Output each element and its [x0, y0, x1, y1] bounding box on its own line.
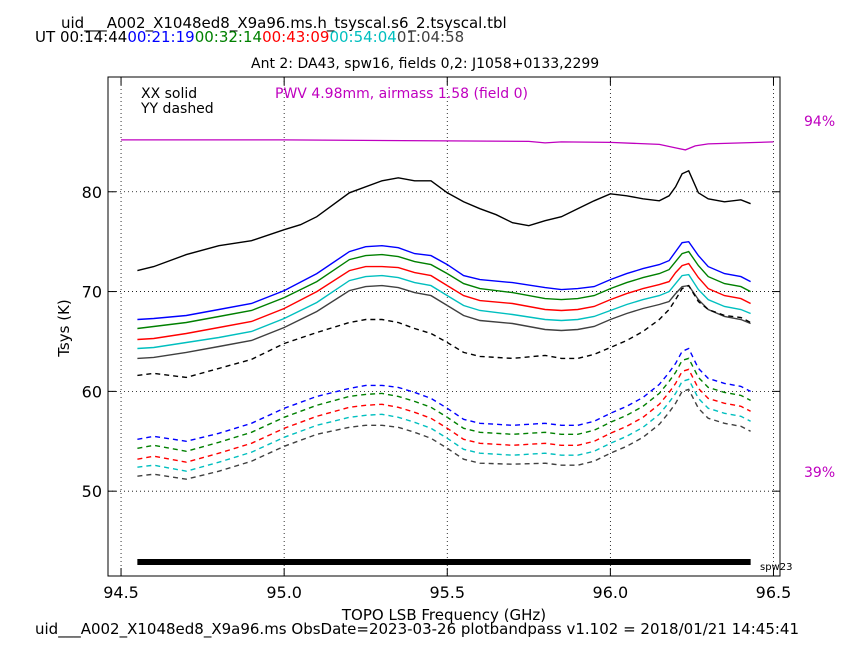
ut-times-row: UT 00:14:4400:21:1900:32:1400:43:0900:54…	[35, 30, 464, 45]
y-tick-label: 50	[82, 482, 102, 501]
series-line-yy-3	[137, 368, 751, 463]
series-line-xx-2	[137, 250, 751, 330]
transmission-curve	[121, 139, 774, 151]
legend-xx-solid: XX solid	[141, 86, 197, 102]
series-line-xx-3	[137, 262, 751, 341]
x-tick-label: 94.5	[103, 583, 139, 602]
file-title: uid___A002_X1048ed8_X9a96.ms.h_tsyscal.s…	[61, 14, 507, 32]
series-layer	[137, 169, 751, 480]
x-tick-label: 95.0	[266, 583, 302, 602]
x-tick-label: 96.0	[593, 583, 629, 602]
series-line-xx-4	[137, 273, 751, 350]
x-tick-label: 95.5	[429, 583, 465, 602]
spw-bar-label: spw23	[760, 562, 792, 573]
transmission-top-label: 94%	[804, 114, 835, 130]
chart-subtitle: Ant 2: DA43, spw16, fields 0,2: J1058+01…	[251, 56, 600, 72]
series-line-xx-0	[137, 169, 751, 272]
series-line-xx-5	[137, 284, 751, 360]
grid-layer	[108, 77, 780, 576]
ut-time-1: 00:21:19	[127, 28, 195, 46]
ut-time-4: 00:54:04	[329, 28, 397, 46]
ut-time-0: 00:14:44	[59, 28, 128, 46]
series-line-yy-4	[137, 378, 751, 472]
legend-yy-dashed: YY dashed	[140, 101, 214, 117]
y-axis-label: Tsys (K)	[55, 299, 73, 358]
ut-time-2: 00:32:14	[194, 28, 263, 46]
ut-time-5: 01:04:58	[396, 28, 465, 46]
pwv-label: PWV 4.98mm, airmass 1.58 (field 0)	[275, 86, 528, 102]
series-line-yy-0	[137, 284, 751, 379]
plot-frame	[107, 76, 781, 577]
ut-time-3: 00:43:09	[262, 28, 330, 46]
ut-times: 00:14:4400:21:1900:32:1400:43:0900:54:04…	[60, 28, 464, 46]
ticks-layer: 94.5 95.0 95.5 96.0 96.5 50 60 70 80	[82, 77, 792, 602]
ut-label: UT	[35, 28, 56, 46]
y-tick-label: 60	[82, 382, 102, 401]
series-line-yy-1	[137, 347, 751, 443]
y-tick-label: 80	[82, 183, 102, 202]
y-tick-label: 70	[82, 283, 102, 302]
footer-info: uid___A002_X1048ed8_X9a96.ms ObsDate=202…	[35, 620, 800, 638]
series-line-xx-1	[137, 240, 751, 321]
transmission-bottom-label: 39%	[804, 465, 835, 481]
x-axis-label: TOPO LSB Frequency (GHz)	[341, 606, 546, 624]
x-tick-label: 96.5	[756, 583, 792, 602]
overlay-layer	[121, 139, 774, 565]
series-line-yy-2	[137, 357, 751, 453]
series-line-yy-5	[137, 388, 751, 480]
